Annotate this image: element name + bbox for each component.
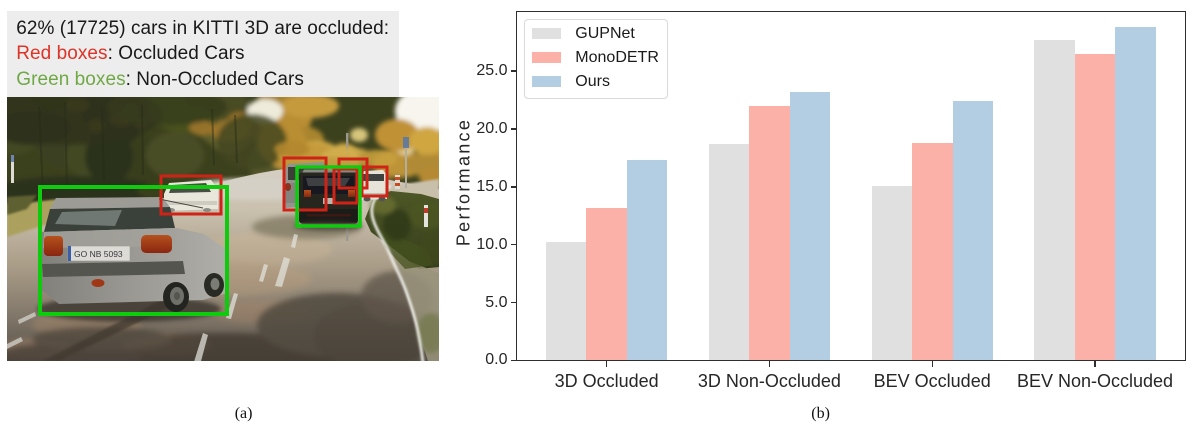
- svg-text:GO NB 5093: GO NB 5093: [74, 249, 123, 259]
